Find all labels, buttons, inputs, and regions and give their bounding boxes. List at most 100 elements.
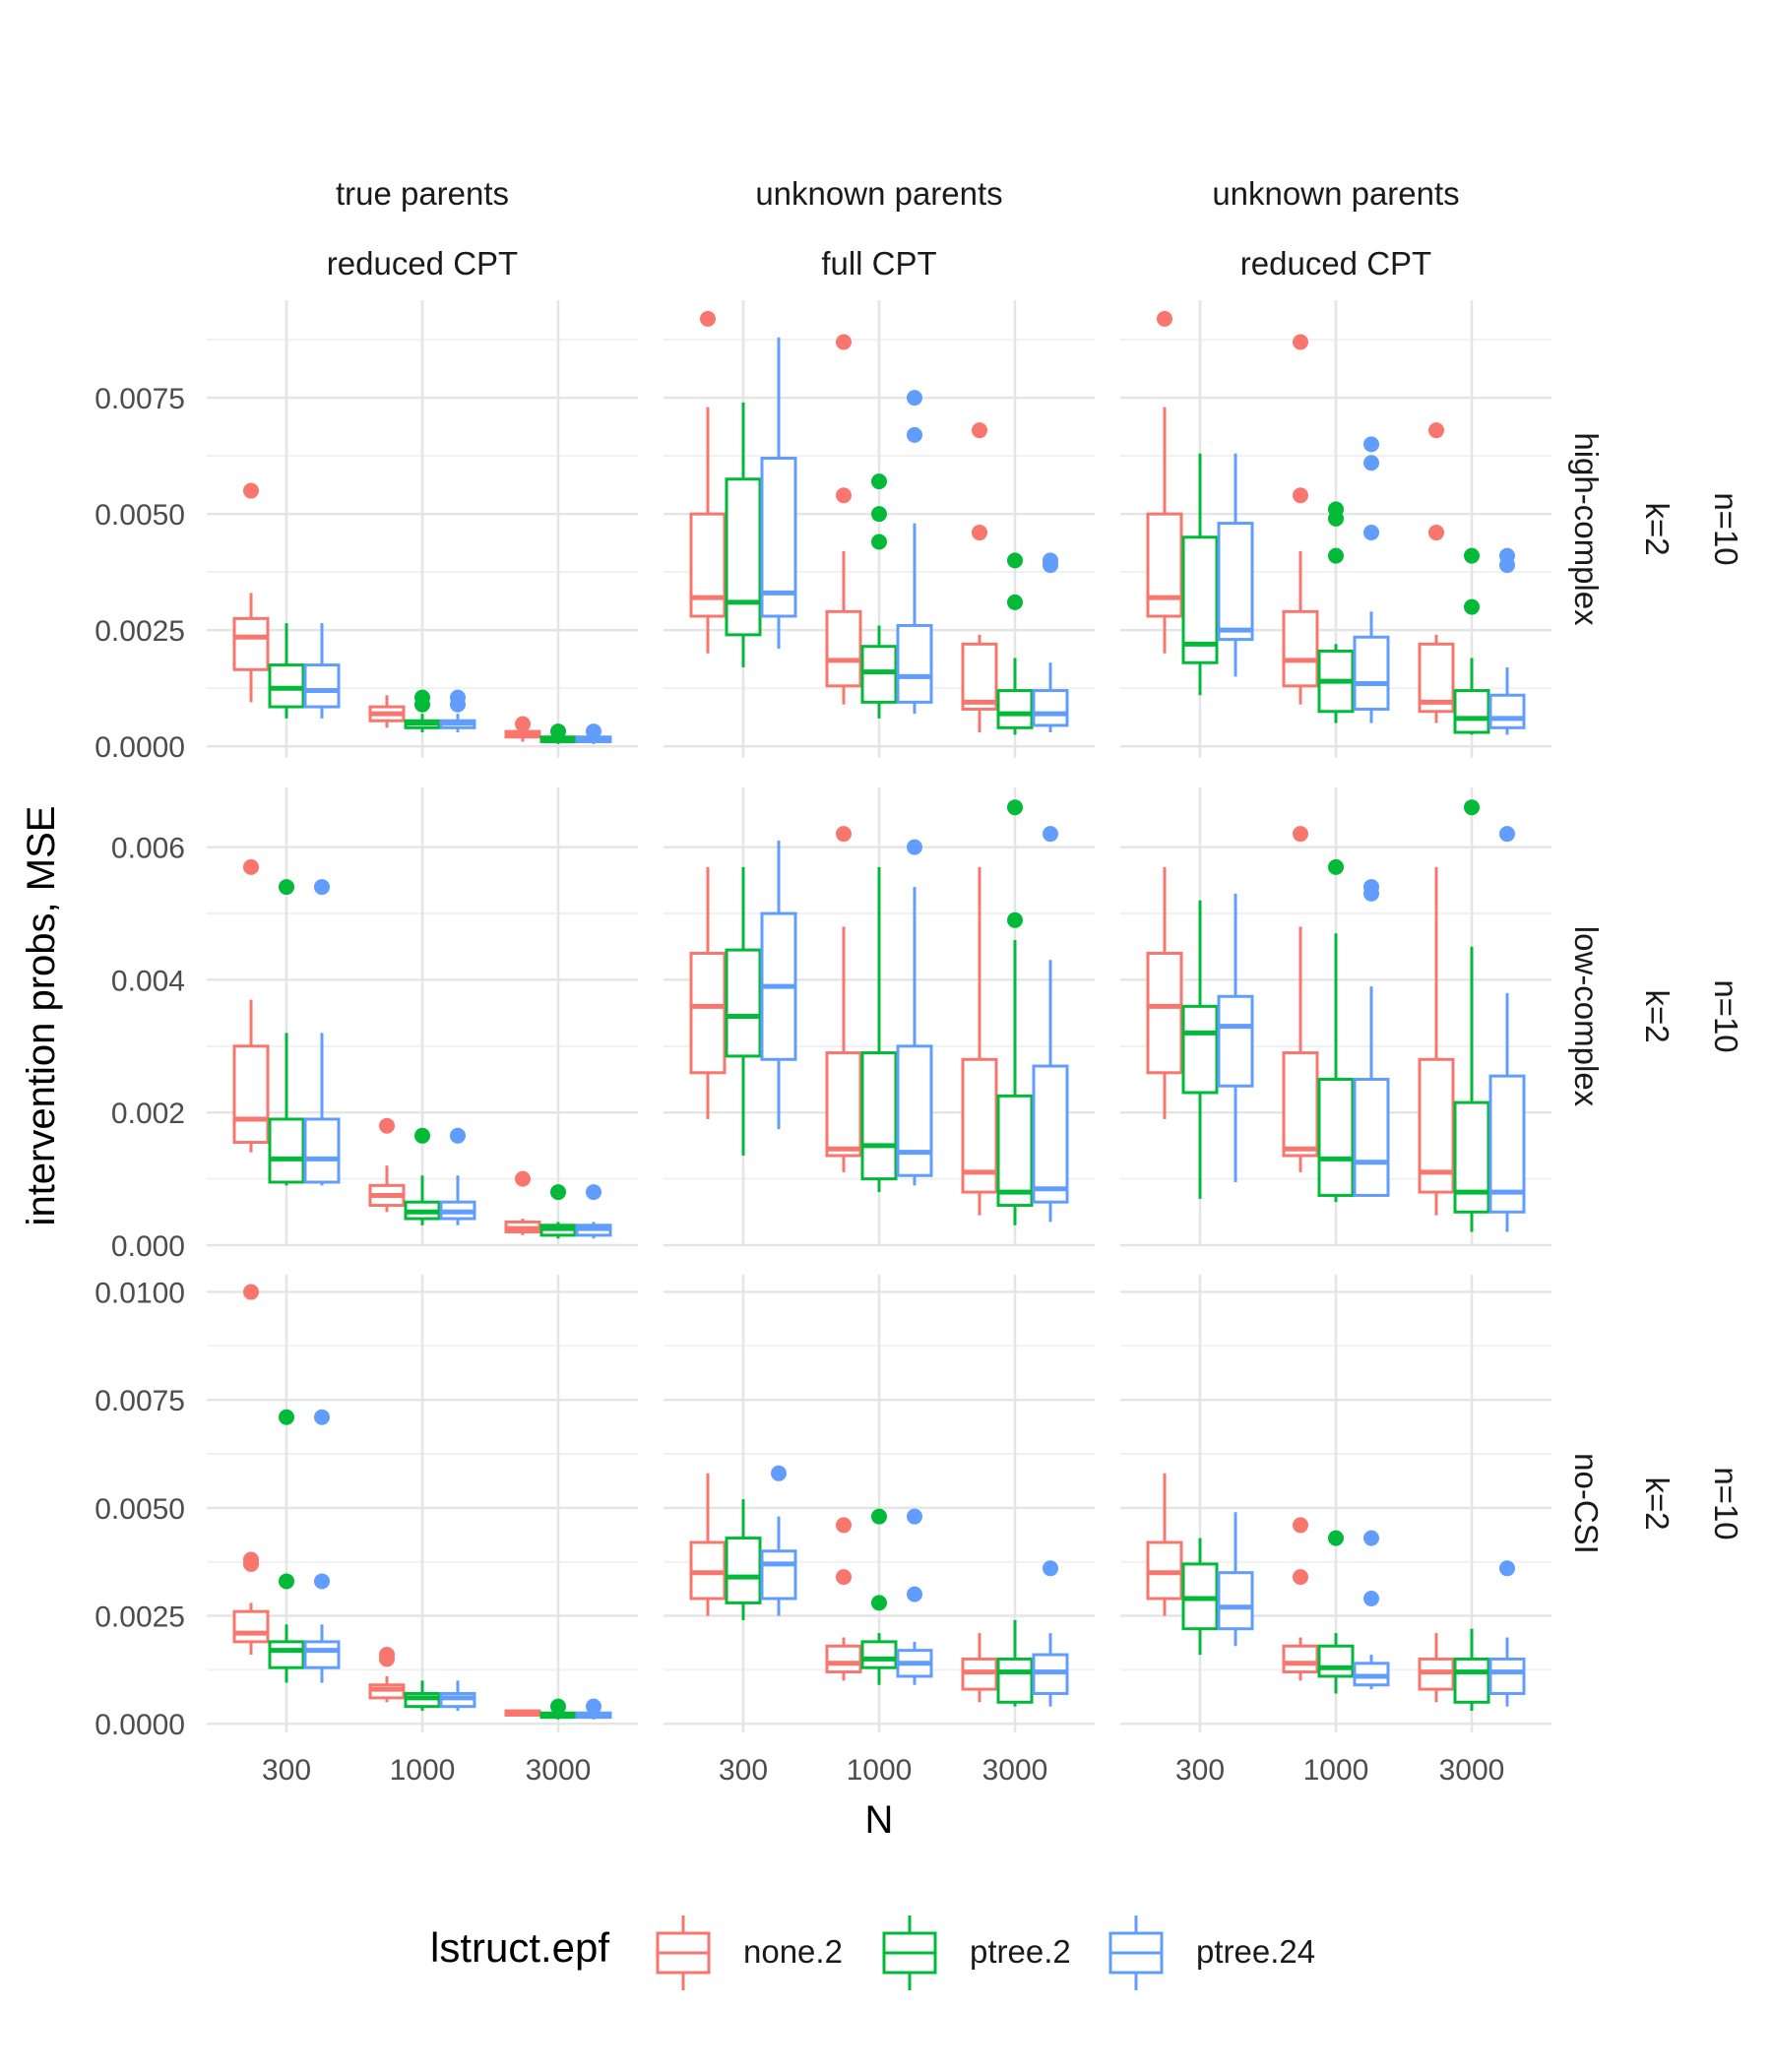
box-iqr bbox=[725, 1537, 762, 1604]
box-none.2 bbox=[1418, 422, 1455, 723]
box-iqr bbox=[1353, 635, 1390, 711]
box-ptree.24 bbox=[575, 723, 612, 744]
box-none.2 bbox=[689, 310, 727, 654]
outlier-point bbox=[1363, 1530, 1379, 1546]
x-tick-label: 300 bbox=[719, 1754, 768, 1787]
box-iqr bbox=[760, 457, 797, 618]
outlier-point bbox=[314, 1409, 330, 1425]
outlier-point bbox=[771, 1465, 787, 1481]
outlier-point bbox=[450, 1127, 466, 1144]
panel bbox=[1120, 787, 1551, 1247]
panel bbox=[207, 1275, 638, 1732]
box-iqr bbox=[896, 623, 933, 704]
legend-label: ptree.24 bbox=[1196, 1933, 1315, 1970]
box-ptree.2 bbox=[539, 1698, 577, 1720]
outlier-point bbox=[314, 879, 330, 896]
box-ptree.2 bbox=[725, 866, 762, 1157]
box-ptree.2 bbox=[1453, 547, 1490, 735]
outlier-point bbox=[1363, 879, 1379, 896]
box-ptree.2 bbox=[996, 1619, 1034, 1707]
box-ptree.24 bbox=[760, 1465, 797, 1616]
outlier-point bbox=[515, 1170, 531, 1187]
panel bbox=[207, 300, 638, 758]
outlier-point bbox=[1464, 547, 1480, 564]
outlier-point bbox=[1363, 455, 1379, 471]
outlier-point bbox=[550, 1184, 566, 1201]
outlier-point bbox=[243, 1551, 259, 1568]
box-iqr bbox=[1453, 689, 1490, 734]
outlier-point bbox=[836, 334, 852, 350]
outlier-point bbox=[836, 487, 852, 504]
box-ptree.2 bbox=[1181, 1538, 1219, 1656]
outlier-point bbox=[279, 1409, 294, 1425]
box-iqr bbox=[232, 1609, 270, 1644]
y-tick-label: 0.004 bbox=[111, 965, 185, 997]
box-iqr bbox=[1453, 1100, 1490, 1214]
outlier-point bbox=[907, 426, 922, 443]
box-ptree.24 bbox=[1032, 552, 1069, 733]
outlier-point bbox=[1043, 826, 1058, 843]
row-strip-label: k=2 bbox=[1639, 1476, 1676, 1530]
outlier-point bbox=[1328, 547, 1344, 564]
box-ptree.2 bbox=[268, 879, 305, 1186]
panel bbox=[1120, 300, 1551, 758]
outlier-point bbox=[1293, 334, 1308, 350]
box-ptree.24 bbox=[1488, 547, 1526, 735]
outlier-point bbox=[907, 1586, 922, 1602]
outlier-point bbox=[550, 1698, 566, 1715]
box-none.2 bbox=[504, 1170, 541, 1235]
box-iqr bbox=[1488, 1657, 1526, 1696]
outlier-point bbox=[1428, 525, 1444, 541]
box-iqr bbox=[1282, 1644, 1319, 1674]
box-ptree.24 bbox=[896, 839, 933, 1186]
box-ptree.24 bbox=[575, 1698, 612, 1720]
outlier-point bbox=[1363, 1591, 1379, 1607]
box-iqr bbox=[689, 512, 727, 618]
outlier-point bbox=[1007, 594, 1023, 610]
outlier-point bbox=[871, 1508, 887, 1525]
box-ptree.2 bbox=[1181, 900, 1219, 1199]
box-ptree.24 bbox=[896, 390, 933, 715]
y-tick-label: 0.0050 bbox=[95, 1493, 185, 1526]
box-ptree.2 bbox=[996, 552, 1034, 735]
x-tick-label: 300 bbox=[262, 1754, 311, 1787]
outlier-point bbox=[907, 390, 922, 407]
y-tick-label: 0.0025 bbox=[95, 1601, 185, 1634]
box-none.2 bbox=[1146, 866, 1183, 1119]
box-iqr bbox=[896, 1044, 933, 1177]
y-tick-label: 0.0100 bbox=[95, 1278, 185, 1310]
outlier-point bbox=[1428, 422, 1444, 439]
legend-title: lstruct.epf bbox=[430, 1924, 609, 1971]
box-iqr bbox=[996, 1657, 1034, 1704]
outlier-point bbox=[1363, 436, 1379, 453]
outlier-point bbox=[379, 1117, 395, 1134]
box-iqr bbox=[961, 642, 998, 711]
legend-key-none.2 bbox=[656, 1915, 711, 1990]
box-none.2 bbox=[368, 1647, 406, 1703]
column-strip-top: true parents bbox=[336, 175, 509, 212]
box-iqr bbox=[1032, 689, 1069, 727]
x-tick-label: 1000 bbox=[390, 1754, 456, 1787]
y-axis-title: intervention probs, MSE bbox=[20, 806, 63, 1226]
box-ptree.24 bbox=[760, 337, 797, 650]
outlier-point bbox=[586, 723, 601, 740]
outlier-point bbox=[1464, 598, 1480, 615]
box-iqr bbox=[725, 948, 762, 1058]
outlier-point bbox=[1043, 552, 1058, 569]
box-ptree.2 bbox=[1453, 799, 1490, 1232]
box-ptree.24 bbox=[439, 1127, 476, 1225]
box-none.2 bbox=[825, 334, 862, 705]
outlier-point bbox=[379, 1647, 395, 1664]
box-iqr bbox=[1317, 1644, 1355, 1678]
box-iqr bbox=[725, 477, 762, 637]
x-tick-label: 1000 bbox=[1303, 1754, 1369, 1787]
y-tick-label: 0.0025 bbox=[95, 615, 185, 648]
outlier-point bbox=[1464, 799, 1480, 816]
box-ptree.2 bbox=[268, 1409, 305, 1683]
row-strip-label: n=10 bbox=[1708, 979, 1744, 1052]
row-strip-label: n=10 bbox=[1708, 1467, 1744, 1539]
outlier-point bbox=[871, 506, 887, 523]
outlier-point bbox=[1363, 525, 1379, 541]
box-ptree.2 bbox=[860, 1508, 898, 1685]
box-iqr bbox=[303, 1117, 341, 1184]
